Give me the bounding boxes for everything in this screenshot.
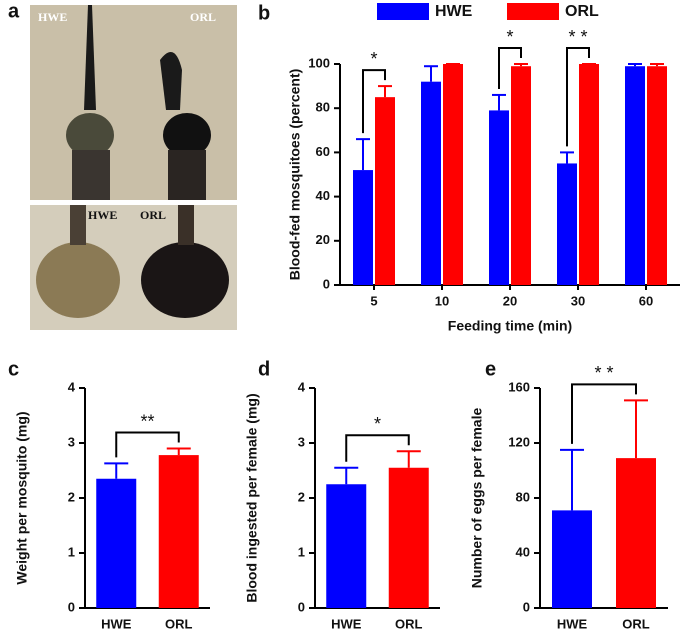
y-tick-label: 60 — [316, 144, 330, 159]
proboscis — [178, 205, 194, 245]
bar — [489, 110, 509, 285]
panel-letter: d — [258, 358, 270, 380]
bar — [511, 66, 531, 286]
x-tick-label: 20 — [503, 293, 517, 308]
legend-label: HWE — [435, 3, 473, 20]
significance-bracket — [566, 47, 590, 147]
y-tick-label: 4 — [298, 379, 306, 394]
x-tick-label: ORL — [165, 616, 193, 631]
bar — [353, 170, 373, 285]
x-axis-label: Feeding time (min) — [448, 318, 572, 334]
bar — [552, 510, 592, 608]
x-tick-label: HWE — [331, 616, 362, 631]
panel-a: a HWE ORL HWE ORL — [8, 0, 237, 330]
y-tick-label: 0 — [523, 599, 530, 614]
x-tick-label: 60 — [639, 293, 653, 308]
significance-bracket — [345, 434, 410, 462]
proboscis — [70, 205, 86, 245]
y-tick-label: 2 — [68, 489, 75, 504]
x-tick-label: ORL — [622, 616, 650, 631]
y-tick-label: 100 — [308, 55, 330, 70]
significance-label: ** — [140, 411, 154, 431]
x-tick-label: 10 — [435, 293, 449, 308]
x-tick-label: HWE — [101, 616, 132, 631]
y-tick-label: 3 — [298, 434, 305, 449]
significance-bracket — [571, 383, 637, 444]
panel-letter: c — [8, 358, 19, 380]
bar — [625, 66, 645, 286]
panel-letter: a — [8, 0, 20, 22]
y-tick-label: 1 — [298, 544, 305, 559]
x-tick-label: 5 — [370, 293, 377, 308]
significance-label: * — [370, 49, 377, 69]
y-tick-label: 80 — [516, 489, 530, 504]
y-axis-label: Number of eggs per female — [469, 408, 485, 589]
legend-swatch — [507, 3, 559, 20]
y-tick-label: 0 — [298, 599, 305, 614]
bar — [647, 66, 667, 286]
bar — [375, 97, 395, 286]
y-tick-label: 20 — [316, 232, 330, 247]
bar — [421, 81, 441, 286]
significance-bracket — [498, 47, 522, 89]
panel-letter: b — [258, 2, 270, 24]
x-tick-label: HWE — [557, 616, 588, 631]
head — [66, 113, 114, 157]
significance-label: * * — [594, 363, 613, 383]
bar — [579, 64, 599, 285]
y-tick-label: 0 — [323, 276, 330, 291]
significance-label: * * — [568, 27, 587, 47]
y-tick-label: 4 — [68, 379, 76, 394]
body — [72, 150, 110, 200]
x-tick-label: 30 — [571, 293, 585, 308]
y-tick-label: 0 — [68, 599, 75, 614]
head — [163, 113, 211, 157]
significance-bracket — [115, 431, 180, 458]
eye — [141, 242, 229, 318]
y-tick-label: 120 — [508, 434, 530, 449]
proboscis — [84, 5, 96, 110]
y-axis-label: Blood ingested per female (mg) — [244, 393, 260, 602]
legend-swatch — [377, 3, 429, 20]
photo-label: ORL — [140, 208, 166, 222]
bar — [616, 458, 656, 608]
bar — [326, 484, 367, 608]
bar — [443, 64, 463, 285]
y-tick-label: 80 — [316, 100, 330, 115]
y-tick-label: 3 — [68, 434, 75, 449]
y-tick-label: 160 — [508, 379, 530, 394]
y-tick-label: 40 — [516, 544, 530, 559]
photo-label: HWE — [38, 10, 67, 24]
y-tick-label: 2 — [298, 489, 305, 504]
bar — [96, 478, 137, 608]
y-axis-label: Weight per mosquito (mg) — [14, 411, 30, 584]
bar — [557, 163, 577, 285]
significance-label: * — [506, 27, 513, 47]
eye — [36, 242, 120, 318]
significance-label: * — [374, 414, 381, 434]
y-axis-label: Blood-fed mosquitoes (percent) — [287, 69, 303, 281]
body — [168, 150, 206, 200]
proboscis — [160, 52, 182, 110]
significance-bracket — [362, 69, 386, 134]
photo-label: HWE — [88, 208, 117, 222]
bar — [388, 467, 429, 608]
photo-label: ORL — [190, 10, 216, 24]
y-tick-label: 1 — [68, 544, 75, 559]
panel-letter: e — [485, 358, 496, 380]
legend-label: ORL — [565, 3, 599, 20]
y-tick-label: 40 — [316, 188, 330, 203]
x-tick-label: ORL — [395, 616, 423, 631]
bar — [158, 455, 199, 608]
